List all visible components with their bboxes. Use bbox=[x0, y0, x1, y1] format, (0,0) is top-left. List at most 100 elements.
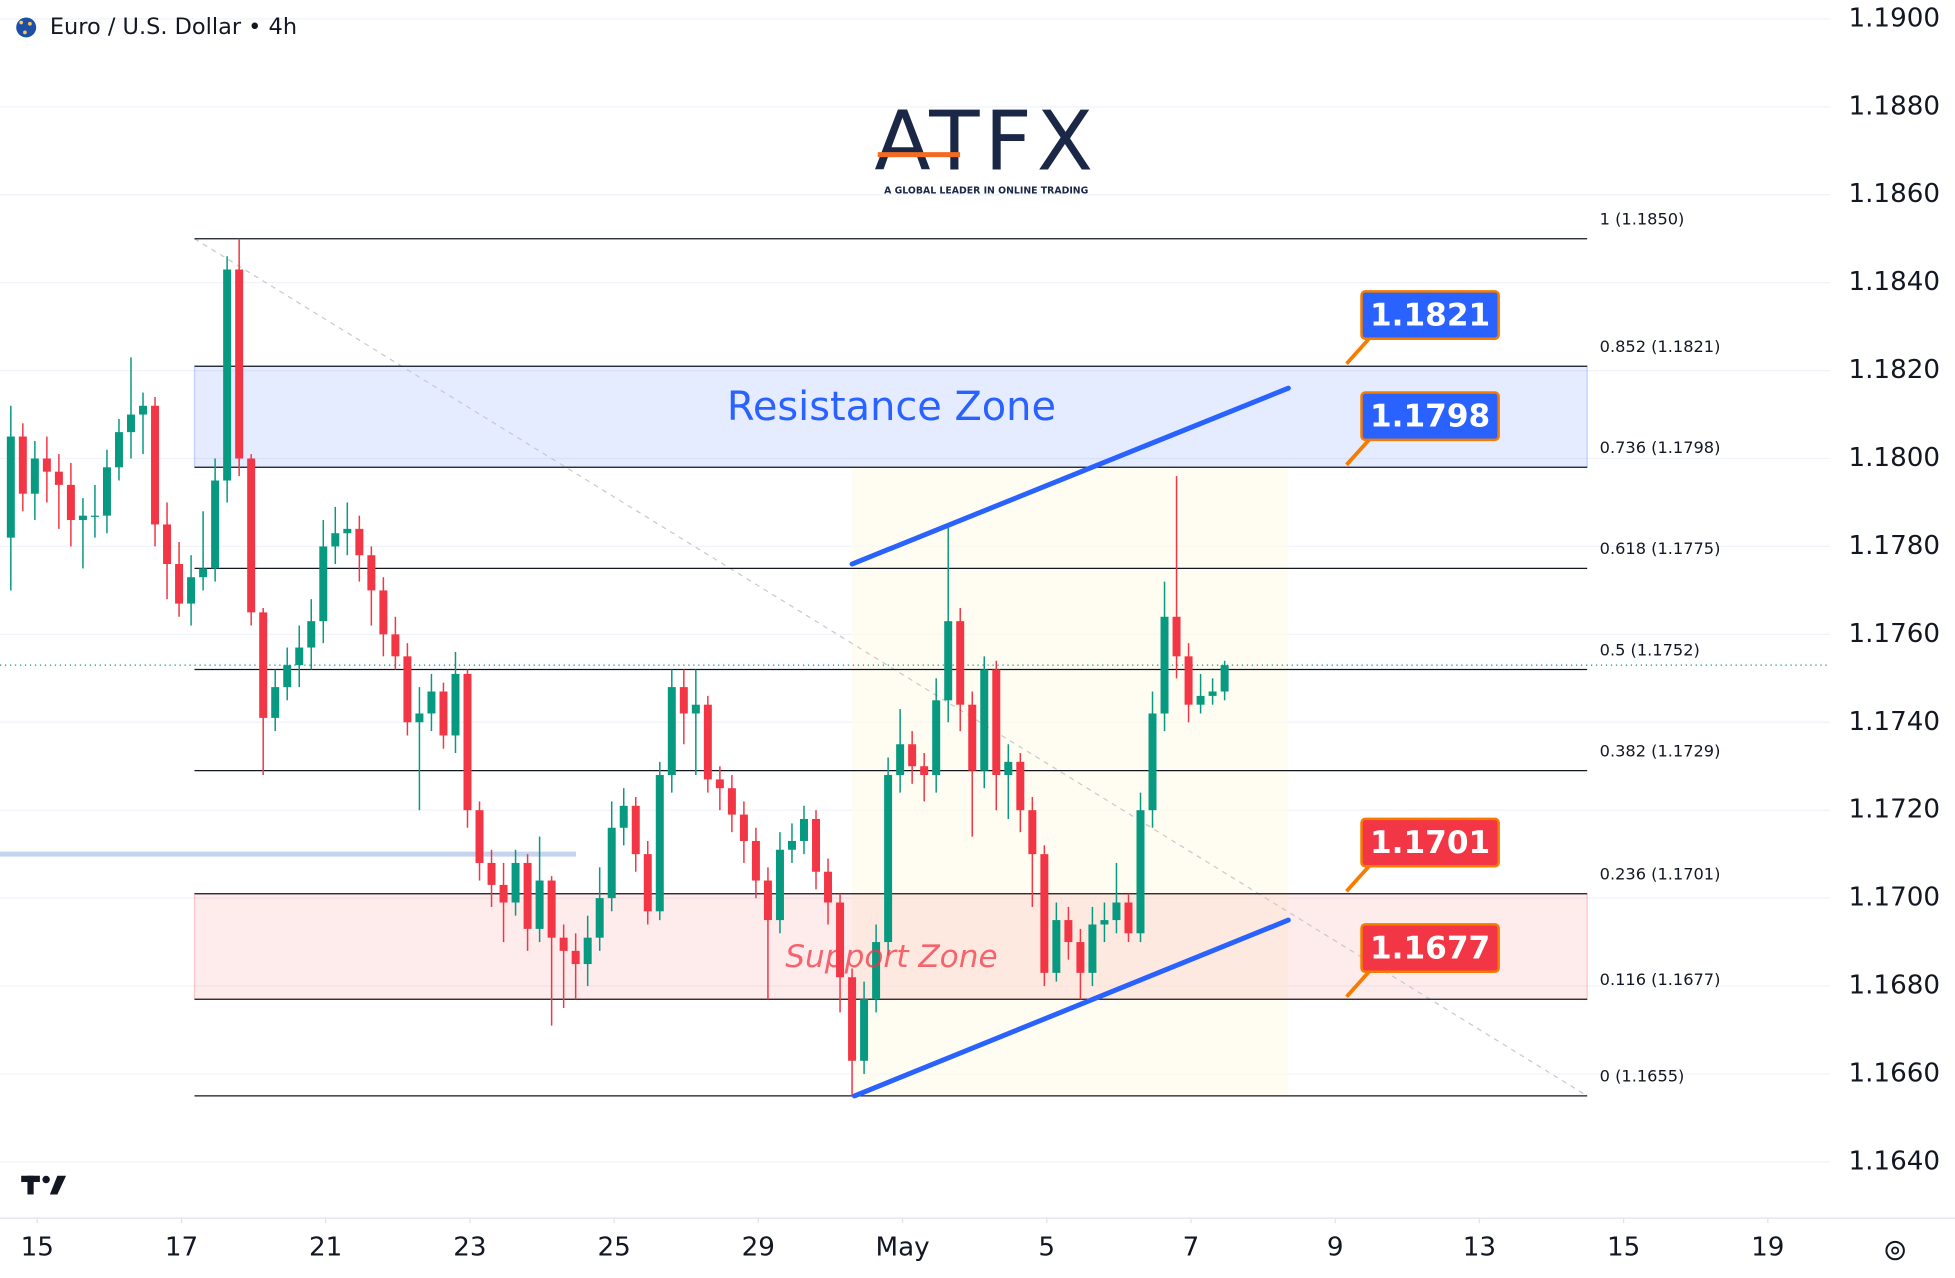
fib-label: 0.852 (1.1821) bbox=[1600, 337, 1721, 356]
x-tick-label: 7 bbox=[1183, 1233, 1200, 1263]
badge-pointer bbox=[1345, 970, 1371, 998]
candle-body bbox=[956, 621, 965, 705]
candle-body bbox=[607, 827, 616, 899]
y-tick-label: 1.1680 bbox=[1848, 971, 1940, 1001]
candle-body bbox=[571, 950, 580, 965]
chart-title: Euro / U.S. Dollar • 4h bbox=[50, 14, 297, 40]
candle-body bbox=[139, 405, 148, 415]
y-tick-label: 1.1900 bbox=[1848, 3, 1940, 33]
price-badge bbox=[1360, 391, 1500, 442]
candle-body bbox=[631, 805, 640, 855]
candle-body bbox=[643, 854, 652, 912]
candle-body bbox=[559, 937, 568, 951]
candle-body bbox=[223, 269, 232, 481]
x-tick-label: 29 bbox=[742, 1233, 775, 1263]
candle-body bbox=[78, 515, 87, 521]
candle-body bbox=[1148, 713, 1157, 811]
candle-body bbox=[211, 480, 220, 569]
candle-body bbox=[1136, 810, 1145, 934]
candle-body bbox=[836, 902, 845, 978]
candle-body bbox=[1052, 920, 1061, 973]
y-tick-label: 1.1880 bbox=[1848, 91, 1940, 121]
zone-label: Support Zone bbox=[785, 939, 997, 975]
candle-body bbox=[872, 942, 881, 1000]
y-tick-label: 1.1740 bbox=[1848, 707, 1940, 737]
candle-body bbox=[1160, 616, 1169, 714]
candle-body bbox=[751, 840, 760, 881]
y-tick-label: 1.1640 bbox=[1848, 1146, 1940, 1176]
fib-label: 0 (1.1655) bbox=[1600, 1067, 1685, 1086]
candle-body bbox=[848, 977, 857, 1061]
candle-body bbox=[151, 405, 160, 525]
candle-body bbox=[18, 436, 27, 494]
zone bbox=[193, 365, 1588, 468]
candle-body bbox=[667, 687, 676, 776]
y-tick-label: 1.1840 bbox=[1848, 267, 1940, 297]
price-badge bbox=[1360, 817, 1500, 868]
symbol-icon bbox=[16, 17, 37, 38]
candle-body bbox=[1196, 695, 1205, 705]
x-tick-label: 17 bbox=[165, 1233, 198, 1263]
x-tick-label: 25 bbox=[597, 1233, 630, 1263]
watermark-name: ATFX bbox=[874, 95, 1098, 190]
zone-label: Resistance Zone bbox=[727, 384, 1056, 430]
candle-body bbox=[1100, 920, 1109, 925]
candle-body bbox=[1088, 924, 1097, 973]
candle-body bbox=[691, 704, 700, 714]
candle-body bbox=[908, 744, 917, 767]
fib-label: 0.236 (1.1701) bbox=[1600, 865, 1721, 884]
x-tick-label: 23 bbox=[453, 1233, 486, 1263]
price-badge-label: 1.1701 bbox=[1370, 825, 1490, 861]
candle-body bbox=[175, 564, 184, 604]
badge-pointer bbox=[1345, 865, 1371, 893]
y-tick-label: 1.1720 bbox=[1848, 795, 1940, 825]
candle-body bbox=[1208, 691, 1217, 696]
x-tick-label: 21 bbox=[309, 1233, 342, 1263]
y-tick-label: 1.1800 bbox=[1848, 443, 1940, 473]
candle-body bbox=[163, 524, 172, 565]
plot-candles bbox=[6, 238, 1229, 1096]
fib-label: 0.382 (1.1729) bbox=[1600, 741, 1721, 760]
candle-body bbox=[1004, 761, 1013, 776]
candle-body bbox=[247, 458, 256, 613]
candle-body bbox=[727, 788, 736, 815]
candle-body bbox=[1076, 942, 1085, 973]
candle-body bbox=[980, 669, 989, 771]
settings-icon[interactable] bbox=[1885, 1240, 1905, 1261]
candle-body bbox=[619, 805, 628, 828]
badge-pointer bbox=[1345, 337, 1371, 365]
candle-body bbox=[703, 704, 712, 780]
candle-body bbox=[1064, 920, 1073, 943]
candle-body bbox=[896, 744, 905, 776]
fib-label: 0.5 (1.1752) bbox=[1600, 640, 1700, 659]
candle-body bbox=[1028, 810, 1037, 855]
candle-body bbox=[535, 880, 544, 929]
plot-annotations: 1.1900 1.1880 1.1860 1.1840 1.1820 1.1800 1.17… bbox=[21, 3, 1940, 1262]
price-badge-label: 1.1677 bbox=[1370, 930, 1490, 966]
candle-body bbox=[283, 665, 292, 688]
candle-body bbox=[127, 414, 135, 433]
candle-body bbox=[715, 779, 724, 789]
candle-body bbox=[391, 634, 400, 657]
fib-label: 1 (1.1850) bbox=[1600, 210, 1685, 229]
candle-body bbox=[54, 471, 63, 485]
candle-body bbox=[523, 862, 532, 929]
candle-body bbox=[66, 484, 75, 521]
candle-body bbox=[1172, 616, 1181, 657]
candle-body bbox=[427, 691, 436, 714]
badge-pointer bbox=[1345, 438, 1371, 467]
y-tick-label: 1.1860 bbox=[1848, 179, 1940, 209]
candle-body bbox=[319, 546, 328, 622]
candle-body bbox=[114, 432, 123, 468]
candle-body bbox=[1124, 902, 1133, 934]
candle-body bbox=[90, 515, 99, 517]
candle-body bbox=[42, 458, 51, 472]
candle-body bbox=[367, 555, 376, 591]
candle-body bbox=[343, 528, 352, 534]
candle-body bbox=[583, 937, 592, 965]
y-tick-label: 1.1760 bbox=[1848, 619, 1940, 649]
candle-body bbox=[655, 775, 664, 912]
candle-body bbox=[739, 814, 748, 841]
x-tick-label: 15 bbox=[21, 1233, 54, 1263]
y-tick-label: 1.1780 bbox=[1848, 531, 1940, 561]
